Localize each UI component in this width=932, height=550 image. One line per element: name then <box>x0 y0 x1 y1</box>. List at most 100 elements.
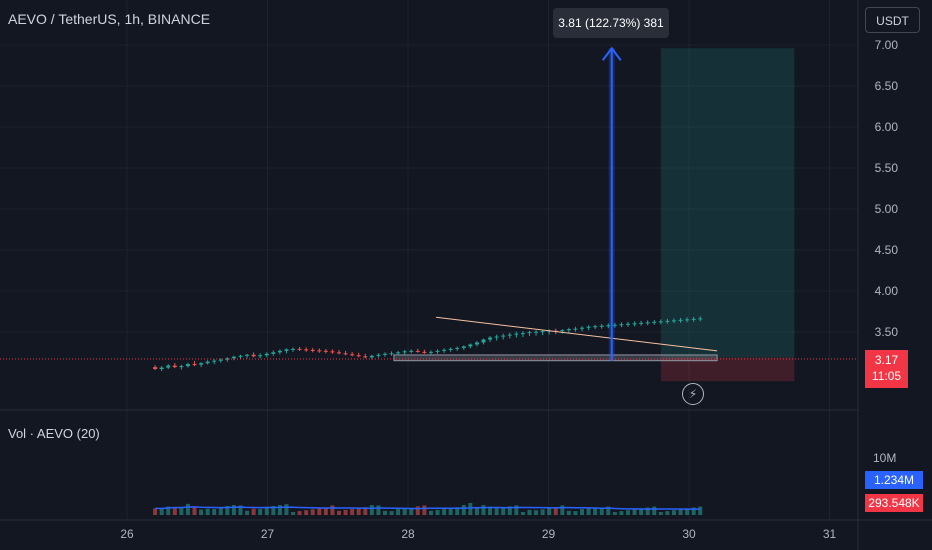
candle-body <box>580 327 585 329</box>
symbol-title[interactable]: AEVO / TetherUS, 1h, BINANCE <box>8 11 211 27</box>
candle-body <box>264 353 269 356</box>
long-position-tool[interactable] <box>660 48 795 382</box>
candle-body <box>376 354 381 356</box>
candle-body <box>507 334 512 336</box>
candle-body <box>323 350 328 352</box>
volume-bar <box>468 503 473 515</box>
volume-value-tag: 293.548K <box>865 494 923 512</box>
volume-bar <box>573 511 578 515</box>
candle-body <box>192 364 197 366</box>
time-axis[interactable]: 26 27 28 29 30 31 <box>120 527 836 541</box>
volume-ma-line <box>155 506 701 511</box>
candle-body <box>540 331 545 333</box>
measure-label: 3.81 (122.73%) 381 <box>553 8 669 38</box>
drawings[interactable] <box>0 46 858 361</box>
volume-bar <box>192 506 197 515</box>
volume-bar <box>291 512 296 515</box>
candle-body <box>534 331 539 333</box>
candle-body <box>632 323 637 325</box>
volume-bar <box>166 506 171 515</box>
candle-body <box>225 358 230 360</box>
volume-title[interactable]: Vol · AEVO (20) <box>8 426 100 441</box>
price-tick-label: 6.00 <box>875 120 899 134</box>
volume-bar <box>415 506 420 515</box>
volume-ma-polyline <box>155 506 701 511</box>
measure-arrow-head[interactable] <box>601 46 622 61</box>
candle-body <box>652 321 657 323</box>
support-rect[interactable] <box>393 354 718 362</box>
volume-bar <box>474 508 479 515</box>
volume-bar <box>632 509 637 515</box>
candle-body <box>258 355 263 357</box>
candle-body <box>698 318 703 320</box>
candle-body <box>297 348 302 350</box>
candle-body <box>284 349 289 351</box>
volume-bar <box>409 508 414 515</box>
currency-button[interactable]: USDT <box>865 7 920 33</box>
candle-body <box>179 366 184 368</box>
volume-bar <box>645 507 650 515</box>
candle-body <box>619 324 624 326</box>
candle-body <box>389 353 394 355</box>
volume-bar <box>310 509 315 515</box>
candle-body <box>435 350 440 352</box>
volume-bar <box>245 510 250 515</box>
volume-bar <box>159 508 164 515</box>
candle-body <box>474 342 479 345</box>
volume-ma-tag: 1.234M <box>865 471 923 489</box>
volume-bar <box>671 510 676 515</box>
candle-body <box>685 319 690 321</box>
volume-bar <box>560 505 565 515</box>
candle-body <box>422 351 427 353</box>
candle-body <box>337 352 342 354</box>
price-tick-label: 4.00 <box>875 284 899 298</box>
volume-bar <box>619 511 624 515</box>
volume-bar <box>658 512 663 515</box>
candle-body <box>665 320 670 322</box>
candle-body <box>468 344 473 347</box>
volume-bar <box>461 505 466 515</box>
candle-body <box>363 356 368 358</box>
volume-bar <box>586 508 591 515</box>
volume-bar <box>455 507 460 515</box>
volume-bar <box>540 509 545 515</box>
candle-body <box>277 350 282 353</box>
support-zone[interactable] <box>393 354 718 362</box>
candle-body <box>494 336 499 338</box>
candle-body <box>291 348 296 350</box>
price-axis[interactable]: 7.00 6.50 6.00 5.50 5.00 4.50 4.00 3.50 10M <box>873 38 898 465</box>
candle-body <box>212 360 217 362</box>
candle-body <box>625 323 630 325</box>
volume-bar <box>205 508 210 515</box>
volume-bar <box>599 507 604 515</box>
candle-body <box>455 347 460 349</box>
trendline[interactable] <box>436 316 718 352</box>
time-tick-label: 31 <box>823 527 837 541</box>
volume-bar <box>678 509 683 515</box>
volume-bar <box>376 505 381 515</box>
volume-bar <box>501 507 506 515</box>
candle-body <box>586 326 591 328</box>
volume-bar <box>402 508 407 515</box>
candle-body <box>442 349 447 351</box>
candle-body <box>159 367 164 370</box>
candle-body <box>304 349 309 351</box>
time-tick-label: 30 <box>682 527 696 541</box>
candle-body <box>310 349 315 351</box>
lightning-icon[interactable]: ⚡ <box>682 383 704 405</box>
volume-bar <box>448 508 453 515</box>
candle-body <box>330 351 335 353</box>
profit-zone[interactable] <box>660 48 795 358</box>
candle-body <box>514 333 519 335</box>
volume-bar <box>566 510 571 515</box>
volume-bar <box>507 506 512 515</box>
volume-bar <box>665 511 670 515</box>
volume-bar <box>520 512 525 515</box>
volume-bar <box>185 503 190 515</box>
grid <box>0 0 858 520</box>
candle-body <box>218 359 223 361</box>
loss-zone[interactable] <box>660 357 795 382</box>
volume-bar <box>251 508 256 515</box>
candle-body <box>350 354 355 356</box>
